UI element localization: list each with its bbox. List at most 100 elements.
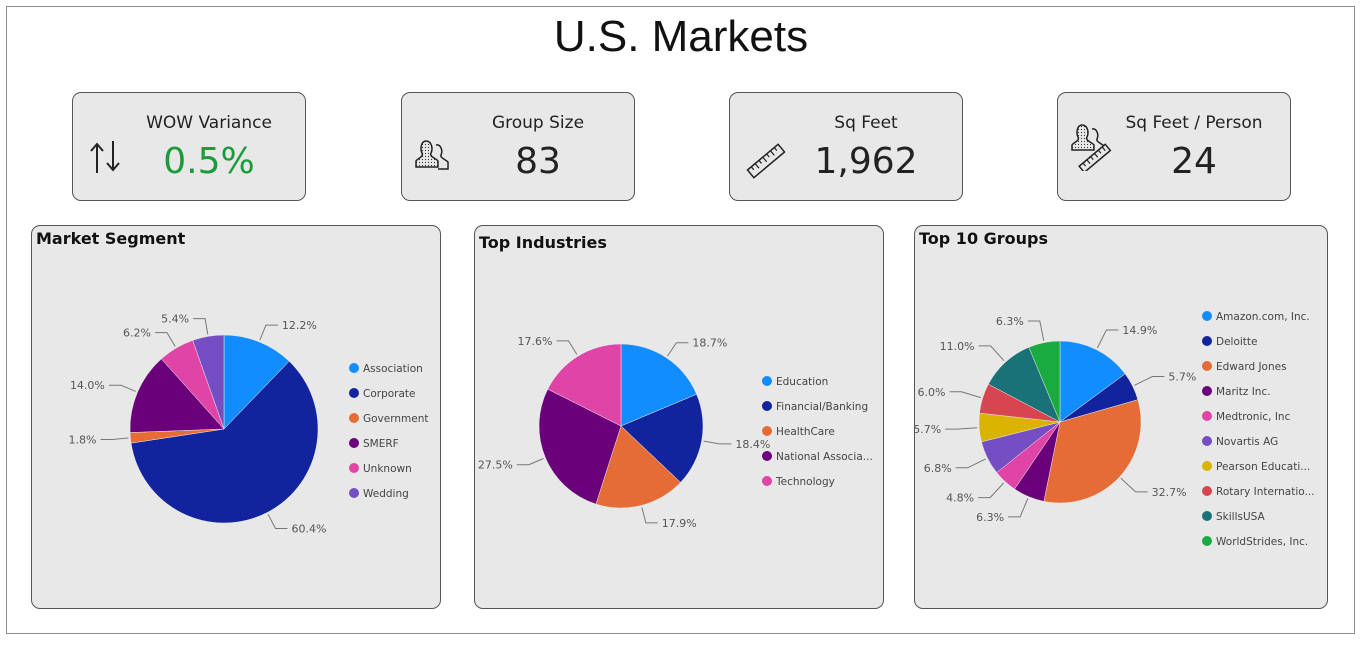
legend-item[interactable]: Technology: [775, 476, 835, 488]
legend-item[interactable]: HealthCare: [776, 426, 835, 438]
legend-marker: [349, 438, 359, 448]
data-label: 5.4%: [161, 313, 189, 326]
leader-line: [100, 437, 129, 440]
legend-marker: [762, 376, 772, 386]
pie-slice[interactable]: [129, 358, 225, 433]
legend-item[interactable]: Pearson Educati...: [1216, 461, 1310, 473]
pie-slice[interactable]: [130, 360, 319, 524]
leader-line: [1027, 320, 1045, 341]
leader-line: [978, 482, 1005, 499]
legend-marker: [762, 476, 772, 486]
leader-line: [945, 427, 978, 430]
kpi-value: 24: [1171, 141, 1217, 182]
legend-item[interactable]: Amazon.com, Inc.: [1216, 311, 1310, 323]
leader-line: [556, 340, 578, 355]
data-label: 6.3%: [996, 315, 1024, 328]
pie-slice[interactable]: [1043, 399, 1142, 504]
legend-item[interactable]: Corporate: [363, 388, 416, 400]
legend-marker: [349, 488, 359, 498]
pie-slice[interactable]: [1028, 340, 1061, 423]
data-label: 4.8%: [946, 492, 974, 505]
data-label: 6.0%: [918, 386, 946, 399]
pie-slice[interactable]: [1059, 340, 1126, 423]
legend-marker: [762, 451, 772, 461]
pie-slice[interactable]: [547, 343, 622, 427]
kpi-card-sq-feet[interactable]: Sq Feet 1,962: [729, 92, 963, 201]
data-label: 18.7%: [692, 337, 727, 350]
legend-marker: [1202, 486, 1212, 496]
pie-slice[interactable]: [538, 388, 622, 505]
leader-line: [1008, 498, 1029, 518]
legend-item[interactable]: Maritz Inc.: [1216, 386, 1271, 398]
pie-slice[interactable]: [595, 425, 681, 509]
legend-marker: [1202, 536, 1212, 546]
legend-marker: [1202, 511, 1212, 521]
legend-item[interactable]: Education: [776, 376, 828, 388]
data-label: 5.7%: [1168, 371, 1196, 384]
legend-marker: [1202, 411, 1212, 421]
people-ruler-icon: [1071, 124, 1112, 171]
ruler-icon: [746, 143, 786, 179]
page-title: U.S. Markets: [553, 12, 809, 61]
legend-item[interactable]: Government: [363, 413, 428, 425]
legend-marker: [349, 363, 359, 373]
legend-marker: [349, 413, 359, 423]
panel-top-industries[interactable]: Top Industries 18.7% 18.4% 17.9% 27.5% 17.6%…: [474, 225, 884, 609]
kpi-label: WOW Variance: [146, 113, 272, 133]
data-label: 18.4%: [735, 438, 770, 451]
pie-slice[interactable]: [620, 343, 697, 427]
leader-line: [516, 458, 544, 466]
kpi-card-group-size[interactable]: Group Size 83: [401, 92, 635, 201]
kpi-label: Sq Feet: [834, 113, 898, 133]
pie-slice[interactable]: [620, 393, 704, 483]
kpi-value: 0.5%: [163, 141, 255, 182]
pie-chart-top-industries[interactable]: 18.7% 18.4% 17.9% 27.5% 17.6% Education Financ…: [475, 226, 885, 610]
leader-line: [1120, 477, 1148, 493]
legend-item[interactable]: SkillsUSA: [1216, 511, 1266, 523]
legend-marker: [1202, 436, 1212, 446]
pie-chart-market-segment[interactable]: 12.2% 60.4% 1.8% 14.0% 6.2% 5.4% Association Co…: [32, 226, 442, 610]
leader-line: [978, 345, 1005, 362]
data-label: 60.4%: [292, 523, 327, 536]
legend-item[interactable]: Financial/Banking: [776, 401, 868, 413]
legend-item[interactable]: Rotary Internatio...: [1216, 486, 1315, 498]
data-label: 6.3%: [976, 511, 1004, 524]
data-label: 6.2%: [123, 327, 151, 340]
panel-top-10-groups[interactable]: Top 10 Groups 14.9% 5.7% 32.7% 6.3% 4.8% 6.8%…: [914, 225, 1328, 609]
legend-item[interactable]: Unknown: [363, 463, 412, 475]
data-label: 27.5%: [478, 459, 513, 472]
data-label: 14.9%: [1122, 324, 1157, 337]
legend-marker: [1202, 311, 1212, 321]
legend-item[interactable]: Association: [363, 363, 423, 375]
leader-line: [259, 324, 278, 341]
legend-item[interactable]: Medtronic, Inc: [1216, 411, 1291, 423]
pie-chart-top-10-groups[interactable]: 14.9%5.7%32.7%6.3%4.8%6.8%5.7%6.0%11.0%6…: [915, 226, 1329, 610]
legend-item[interactable]: SMERF: [363, 438, 399, 450]
leader-line: [193, 318, 209, 335]
leader-line: [667, 342, 689, 357]
kpi-card-wow-variance[interactable]: WOW Variance 0.5%: [72, 92, 306, 201]
data-label: 17.6%: [518, 335, 553, 348]
data-label: 17.9%: [662, 517, 697, 530]
legend-marker: [1202, 336, 1212, 346]
chart-title: Top 10 Groups: [919, 229, 1049, 248]
legend-item[interactable]: Deloitte: [1216, 336, 1258, 348]
kpi-card-sq-feet-per-person[interactable]: Sq Feet / Person 24: [1057, 92, 1291, 201]
pie-slice[interactable]: [223, 334, 290, 430]
chart-title: Market Segment: [36, 229, 186, 248]
data-label: 6.8%: [924, 462, 952, 475]
leader-line: [155, 332, 176, 347]
kpi-label: Group Size: [491, 113, 585, 133]
legend-item[interactable]: Wedding: [363, 488, 409, 500]
legend-marker: [762, 426, 772, 436]
legend-marker: [1202, 461, 1212, 471]
pie-slice[interactable]: [192, 334, 225, 430]
legend-item[interactable]: Novartis AG: [1216, 436, 1278, 448]
legend-item[interactable]: National Associa...: [776, 451, 873, 463]
legend-marker: [349, 463, 359, 473]
data-label: 12.2%: [282, 319, 317, 332]
legend-marker: [1202, 386, 1212, 396]
legend-item[interactable]: Edward Jones: [1216, 361, 1287, 373]
panel-market-segment[interactable]: Market Segment 12.2% 60.4% 1.8% 14.0% 6.2% 5.…: [31, 225, 441, 609]
legend-item[interactable]: WorldStrides, Inc.: [1216, 536, 1308, 548]
